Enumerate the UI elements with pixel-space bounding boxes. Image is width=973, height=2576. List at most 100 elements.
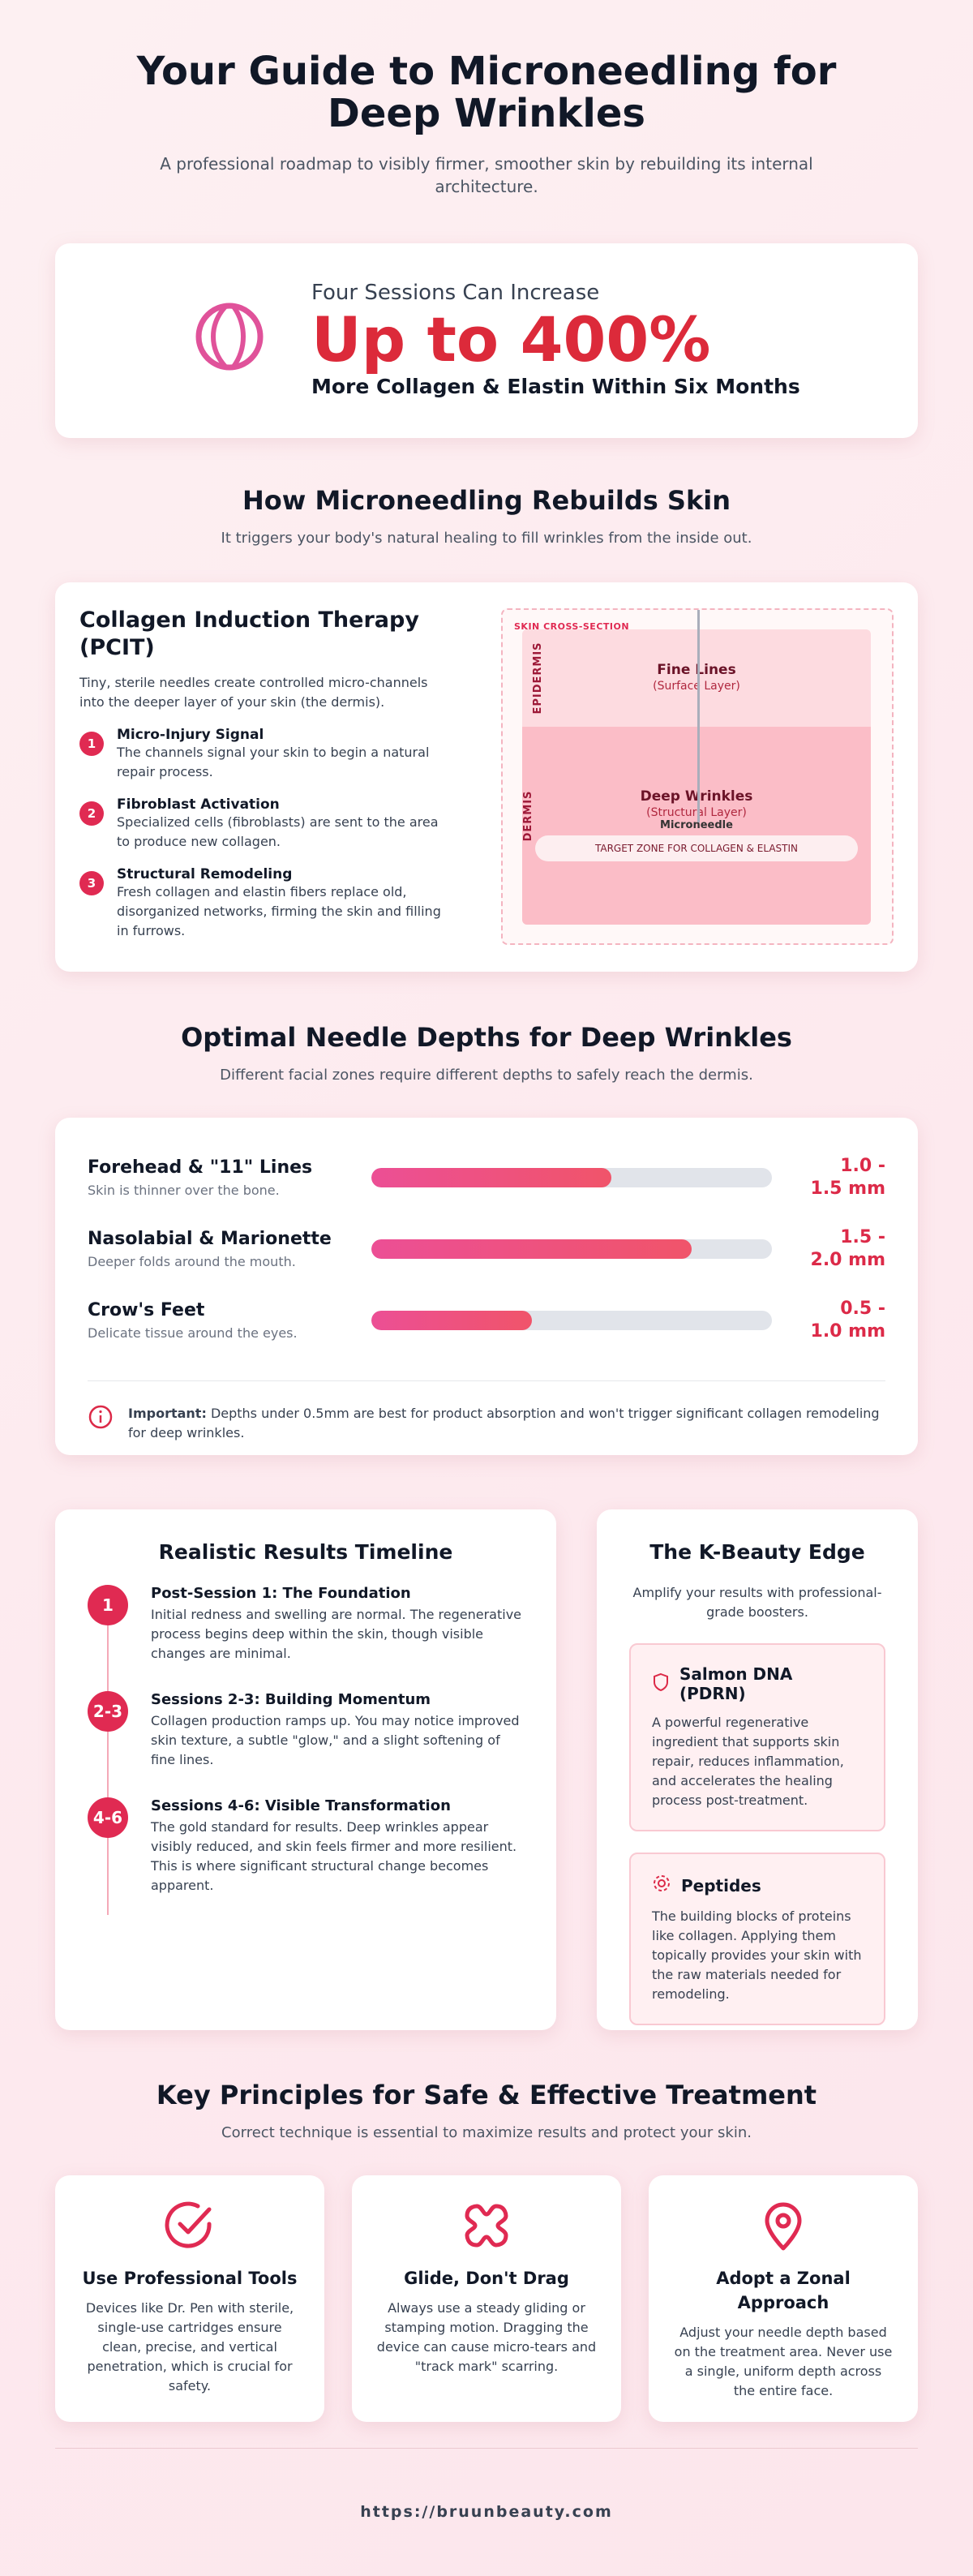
booster-icon <box>652 1874 671 1897</box>
zone-note: Deeper folds around the mouth. <box>88 1254 296 1269</box>
timeline-item-title: Post-Session 1: The Foundation <box>151 1585 411 1602</box>
note-label: Important: <box>128 1406 207 1421</box>
booster-heading: Salmon DNA (PDRN) <box>652 1664 863 1703</box>
depth-bar <box>371 1239 692 1259</box>
note-text: Depths under 0.5mm are best for product … <box>128 1406 880 1440</box>
how-heading: How Microneedling Rebuilds Skin It trigg… <box>55 485 918 550</box>
booster: Salmon DNA (PDRN) A powerful regenerative… <box>629 1643 885 1831</box>
zone-name: Nasolabial & Marionette <box>88 1229 332 1249</box>
kbeauty-intro: Amplify your results with professional-g… <box>632 1585 882 1620</box>
needle-label: Microneedle <box>660 819 733 831</box>
diagram-label: SKIN CROSS-SECTION <box>514 621 630 632</box>
step-title: Micro-Injury Signal <box>117 727 264 743</box>
section-subtitle: It triggers your body's natural healing … <box>221 530 752 547</box>
principle-icon <box>673 2200 894 2255</box>
timeline-item: 4-6 Sessions 4-6: Visible Transformation T… <box>88 1797 524 1896</box>
booster: Peptides The building blocks of proteins … <box>629 1853 885 2025</box>
epidermis-layer: EPIDERMIS Fine Lines (Surface Layer) <box>522 629 871 727</box>
depth-range: 1.5 - 2.0 mm <box>810 1227 885 1270</box>
depth-row: Forehead & "11" Lines Skin is thinner ove… <box>88 1142 885 1213</box>
step-text: Fresh collagen and elastin fibers replac… <box>117 884 441 938</box>
kbeauty-card: The K-Beauty Edge Amplify your results w… <box>597 1509 918 2030</box>
principle-icon <box>79 2200 300 2255</box>
dermis-layer: DERMIS Deep Wrinkles (Structural Layer) … <box>522 727 871 925</box>
card-title: Collagen Induction Therapy (PCIT) <box>79 608 419 660</box>
timeline-item-text: The gold standard for results. Deep wrin… <box>151 1819 517 1893</box>
section-subtitle: Correct technique is essential to maximi… <box>221 2124 752 2141</box>
hero-kicker: Four Sessions Can Increase <box>311 281 600 305</box>
timeline-card: Realistic Results Timeline 1 Post-Session… <box>55 1509 556 2030</box>
zone-note: Skin is thinner over the bone. <box>88 1183 280 1198</box>
timeline-item-title: Sessions 2-3: Building Momentum <box>151 1691 431 1708</box>
step-number: 2 <box>79 801 104 826</box>
principle-icon <box>376 2200 597 2255</box>
timeline-badge: 2-3 <box>88 1691 128 1732</box>
step-title: Fibroblast Activation <box>117 796 280 813</box>
depth-list: Forehead & "11" Lines Skin is thinner ove… <box>88 1142 885 1356</box>
hero-caption: More Collagen & Elastin Within Six Month… <box>311 375 800 398</box>
page-subtitle: A professional roadmap to visibly firmer… <box>160 154 813 196</box>
principle-card: Use Professional Tools Devices like Dr. P… <box>55 2175 324 2422</box>
timeline-item-text: Initial redness and swelling are normal.… <box>151 1607 522 1661</box>
principle-card: Glide, Don't Drag Always use a steady gli… <box>352 2175 621 2422</box>
step-body: Micro-Injury Signal The channels signal y… <box>117 727 452 782</box>
depth-track <box>371 1239 772 1259</box>
timeline-badge: 1 <box>88 1585 128 1625</box>
needle <box>697 610 700 822</box>
booster-title: Peptides <box>681 1875 761 1896</box>
step-number: 1 <box>79 732 104 756</box>
skin-diagram: SKIN CROSS-SECTION EPIDERMIS Fine Lines … <box>501 608 894 945</box>
timeline-item-title: Sessions 4-6: Visible Transformation <box>151 1797 451 1814</box>
step-text: Specialized cells (fibroblasts) are sent… <box>117 814 439 849</box>
step: 2 Fibroblast Activation Specialized cells … <box>79 796 452 852</box>
depth-row: Nasolabial & Marionette Deeper folds arou… <box>88 1213 885 1285</box>
zone-name: Crow's Feet <box>88 1300 205 1320</box>
hero-card: Four Sessions Can Increase Up to 400% Mo… <box>55 243 918 438</box>
depth-track <box>371 1311 772 1330</box>
section-title: How Microneedling Rebuilds Skin <box>242 485 731 516</box>
step-number: 3 <box>79 871 104 895</box>
target-zone: TARGET ZONE FOR COLLAGEN & ELASTIN <box>535 835 858 861</box>
principle-text: Adjust your needle depth based on the tr… <box>674 2325 893 2398</box>
timeline-body: Post-Session 1: The Foundation Initial re… <box>151 1585 524 1664</box>
deep-wrinkles-sub: (Structural Layer) <box>646 806 747 819</box>
section-title: Key Principles for Safe & Effective Trea… <box>156 2080 817 2110</box>
section-subtitle: Different facial zones require different… <box>220 1067 753 1084</box>
step-body: Structural Remodeling Fresh collagen and … <box>117 866 452 941</box>
timeline-line <box>107 1623 109 1915</box>
booster-heading: Peptides <box>652 1874 863 1897</box>
booster-icon <box>652 1672 670 1696</box>
kbeauty-title: The K-Beauty Edge <box>649 1540 865 1564</box>
timeline-body: Sessions 2-3: Building Momentum Collagen … <box>151 1691 524 1770</box>
footer-url: https://bruunbeauty.com <box>360 2503 613 2521</box>
depth-range: 0.5 - 1.0 mm <box>810 1299 885 1342</box>
principle-title: Adopt a Zonal Approach <box>716 2269 851 2312</box>
booster-list: Salmon DNA (PDRN) A powerful regenerative… <box>629 1643 885 2025</box>
hero-stat: Up to 400% <box>311 303 711 376</box>
principle-card: Adopt a Zonal Approach Adjust your needle… <box>649 2175 918 2422</box>
info-icon <box>88 1405 113 1429</box>
fine-lines: Fine Lines <box>657 662 736 678</box>
principle-list: Use Professional Tools Devices like Dr. P… <box>55 2175 918 2422</box>
depth-zone: Crow's Feet Delicate tissue around the ey… <box>88 1300 371 1341</box>
step-text: The channels signal your skin to begin a… <box>117 745 430 779</box>
principle-text: Always use a steady gliding or stamping … <box>376 2300 597 2374</box>
step-body: Fibroblast Activation Specialized cells (… <box>117 796 452 852</box>
depth-card: Forehead & "11" Lines Skin is thinner ove… <box>55 1118 918 1455</box>
step: 3 Structural Remodeling Fresh collagen and… <box>79 866 452 941</box>
timeline-body: Sessions 4-6: Visible Transformation The … <box>151 1797 524 1896</box>
card-intro: Tiny, sterile needles create controlled … <box>79 675 428 710</box>
epidermis-label: EPIDERMIS <box>532 642 544 715</box>
header: Your Guide to Microneedling for Deep Wri… <box>122 50 851 198</box>
footer-divider <box>55 2448 918 2449</box>
principle-title: Use Professional Tools <box>82 2269 298 2288</box>
depth-bar <box>371 1168 612 1187</box>
depth-track <box>371 1168 772 1187</box>
fine-lines-sub: (Surface Layer) <box>653 680 740 693</box>
depth-bar <box>371 1311 532 1330</box>
step-list: 1 Micro-Injury Signal The channels signal … <box>79 727 452 941</box>
principle-text: Devices like Dr. Pen with sterile, singl… <box>85 2300 294 2394</box>
depths-heading: Optimal Needle Depths for Deep Wrinkles … <box>55 1022 918 1087</box>
timeline-item: 2-3 Sessions 2-3: Building Momentum Collag… <box>88 1691 524 1770</box>
